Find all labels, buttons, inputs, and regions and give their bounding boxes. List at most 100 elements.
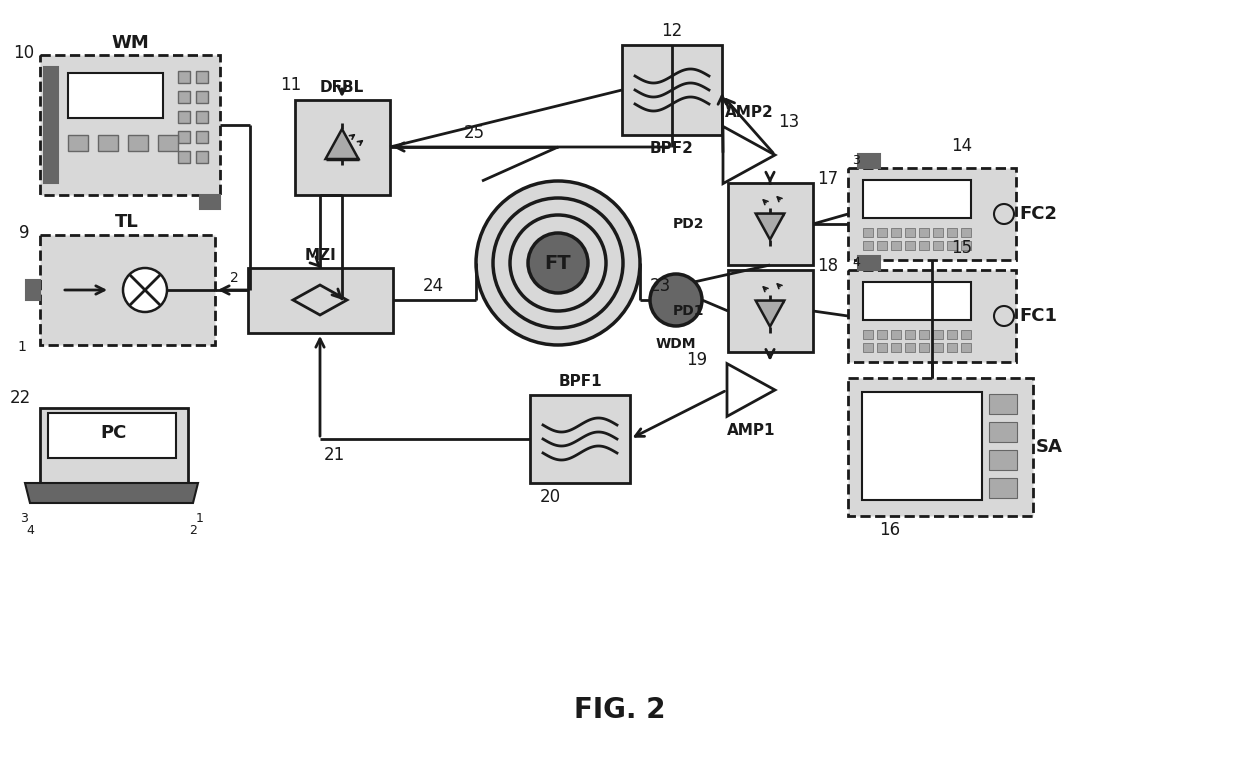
Polygon shape xyxy=(755,301,784,327)
Text: 23: 23 xyxy=(650,277,671,295)
Text: FC1: FC1 xyxy=(1019,307,1056,325)
Text: 1: 1 xyxy=(17,340,26,354)
Text: 2: 2 xyxy=(188,523,197,536)
Bar xyxy=(877,330,887,339)
Bar xyxy=(905,343,915,352)
Text: 3: 3 xyxy=(20,512,29,525)
Bar xyxy=(863,282,971,320)
Bar xyxy=(728,270,813,352)
Text: 20: 20 xyxy=(539,488,560,506)
Bar xyxy=(128,135,148,151)
Bar xyxy=(862,392,982,500)
Bar xyxy=(26,280,40,300)
Bar xyxy=(848,378,1033,516)
Bar xyxy=(947,330,957,339)
Bar xyxy=(961,330,971,339)
Text: MZI: MZI xyxy=(304,248,336,262)
Bar xyxy=(919,330,929,339)
Bar xyxy=(43,67,58,183)
Bar xyxy=(622,45,722,135)
Text: FT: FT xyxy=(544,253,572,272)
Text: SA: SA xyxy=(1035,438,1063,456)
Polygon shape xyxy=(325,129,358,159)
Bar xyxy=(179,131,190,143)
Polygon shape xyxy=(755,213,784,239)
Polygon shape xyxy=(25,483,198,503)
Bar xyxy=(877,343,887,352)
Text: 4: 4 xyxy=(852,256,859,269)
Text: 22: 22 xyxy=(10,389,31,407)
Text: AMP1: AMP1 xyxy=(727,423,775,438)
Circle shape xyxy=(528,233,588,293)
Text: 2: 2 xyxy=(229,271,238,285)
Text: PC: PC xyxy=(100,424,128,442)
Circle shape xyxy=(510,215,606,311)
Text: 11: 11 xyxy=(280,76,301,94)
Text: 21: 21 xyxy=(324,446,345,464)
Bar xyxy=(196,111,208,123)
Text: 4: 4 xyxy=(26,523,33,536)
Bar xyxy=(848,168,1016,260)
Text: FC2: FC2 xyxy=(1019,205,1056,223)
Bar xyxy=(905,330,915,339)
Bar xyxy=(200,195,219,209)
Bar xyxy=(990,450,1017,470)
Text: WM: WM xyxy=(112,34,149,52)
Text: 16: 16 xyxy=(879,521,900,539)
Text: 15: 15 xyxy=(951,239,972,257)
Bar xyxy=(179,151,190,163)
Text: AMP2: AMP2 xyxy=(724,105,774,120)
Text: FIG. 2: FIG. 2 xyxy=(574,696,666,724)
Bar xyxy=(919,228,929,237)
Bar xyxy=(157,135,179,151)
Text: 12: 12 xyxy=(661,22,683,40)
Circle shape xyxy=(994,306,1014,326)
Text: BPF2: BPF2 xyxy=(650,141,694,155)
Text: 10: 10 xyxy=(14,44,35,62)
Bar xyxy=(68,135,88,151)
Circle shape xyxy=(994,204,1014,224)
Bar xyxy=(932,241,942,250)
Bar xyxy=(196,151,208,163)
Bar xyxy=(848,270,1016,362)
Circle shape xyxy=(123,268,167,312)
Text: 19: 19 xyxy=(687,350,708,369)
Bar xyxy=(295,100,391,195)
Bar xyxy=(905,241,915,250)
Bar xyxy=(858,256,880,270)
Text: 25: 25 xyxy=(464,124,485,142)
Bar xyxy=(877,241,887,250)
Bar xyxy=(892,343,901,352)
Text: 3: 3 xyxy=(852,154,859,167)
Bar xyxy=(40,235,215,345)
Bar xyxy=(919,343,929,352)
Bar xyxy=(98,135,118,151)
Bar xyxy=(905,228,915,237)
Bar xyxy=(179,111,190,123)
Bar xyxy=(529,395,630,483)
Polygon shape xyxy=(727,363,775,416)
Bar xyxy=(179,71,190,83)
Bar xyxy=(68,73,162,118)
Text: DFBL: DFBL xyxy=(320,80,365,95)
Bar xyxy=(48,413,176,458)
Bar xyxy=(728,183,813,265)
Text: 24: 24 xyxy=(423,277,444,295)
Bar xyxy=(947,343,957,352)
Bar xyxy=(196,91,208,103)
Bar xyxy=(863,343,873,352)
Text: 17: 17 xyxy=(817,170,838,188)
Bar xyxy=(919,241,929,250)
Bar xyxy=(892,228,901,237)
Text: 13: 13 xyxy=(779,113,800,132)
Bar xyxy=(863,180,971,218)
Bar xyxy=(863,228,873,237)
Bar xyxy=(932,343,942,352)
Bar xyxy=(947,241,957,250)
Bar xyxy=(863,241,873,250)
Text: 14: 14 xyxy=(951,137,972,155)
Bar xyxy=(990,422,1017,442)
Bar xyxy=(40,55,219,195)
Bar xyxy=(990,394,1017,414)
Text: 9: 9 xyxy=(19,224,30,242)
